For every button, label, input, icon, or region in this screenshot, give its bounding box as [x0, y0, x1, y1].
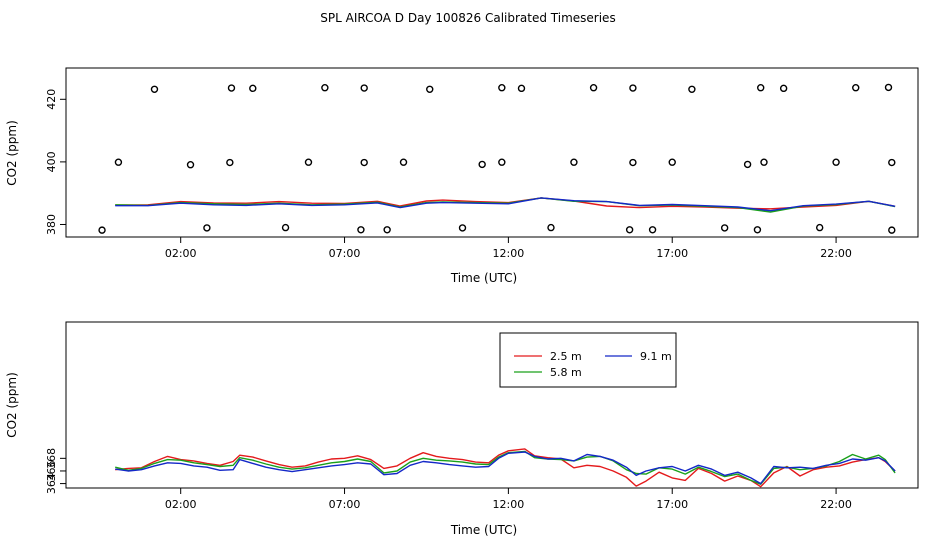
bottom-series-lines [115, 448, 896, 488]
calibration-point [186, 161, 195, 169]
calibration-point [688, 85, 696, 93]
top-x-tick-label: 17:00 [656, 247, 688, 260]
calibration-point [625, 226, 634, 234]
calibration-point [458, 224, 467, 232]
calibration-point [249, 84, 257, 93]
calibration-point [753, 226, 762, 234]
bottom-x-tick-label: 02:00 [165, 498, 197, 511]
bottom-x-tick-label: 22:00 [820, 498, 852, 511]
top-x-axis-label: Time (UTC) [450, 271, 517, 285]
calibration-point [150, 85, 159, 93]
calibration-point [888, 226, 896, 234]
calibration-point [114, 158, 123, 166]
bottom-x-tick-label: 12:00 [493, 498, 525, 511]
bottom-y-tick-label: 366 [45, 460, 58, 481]
bottom-series-line-s91 [115, 451, 896, 485]
calibration-point [589, 84, 598, 92]
calibration-point [629, 158, 637, 167]
bottom-series-line-s58 [115, 450, 896, 485]
calibration-point [743, 160, 752, 169]
legend: 2.5 m 9.1 m 5.8 m [499, 332, 677, 388]
calibration-point [360, 158, 368, 167]
calibration-point [478, 160, 486, 169]
calibration-point [98, 226, 106, 234]
calibration-point [720, 224, 729, 232]
calibration-point [648, 226, 657, 234]
top-y-axis-label: CO2 (ppm) [5, 120, 19, 186]
top-y-tick-label: 420 [45, 89, 58, 110]
legend-label-2-5m: 2.5 m [550, 350, 582, 363]
calibration-point [760, 158, 768, 166]
bottom-y-axis-label: CO2 (ppm) [5, 372, 19, 438]
calibration-point [399, 158, 408, 166]
calibration-point [281, 223, 290, 232]
bottom-x-axis-label: Time (UTC) [450, 523, 517, 537]
bottom-x-tick-label: 17:00 [656, 498, 688, 511]
top-plot-frame [65, 67, 919, 238]
legend-label-9-1m: 9.1 m [640, 350, 672, 363]
top-y-tick-label: 400 [45, 151, 58, 172]
calibration-point [517, 84, 526, 93]
calibration-point [779, 84, 788, 93]
bottom-x-tick-label: 07:00 [329, 498, 361, 511]
calibration-point [498, 158, 506, 166]
top-series-line-s25 [115, 197, 896, 210]
top-x-tick-label: 07:00 [329, 247, 361, 260]
legend-box [499, 332, 677, 388]
calibration-point [884, 83, 893, 92]
calibration-point [227, 84, 236, 92]
chart-title: SPL AIRCOA D Day 100826 Calibrated Times… [320, 11, 615, 25]
calibration-point [815, 223, 824, 232]
calibration-point [852, 84, 860, 92]
calibration-point [888, 158, 896, 167]
calibration-point [629, 84, 637, 92]
top-series-line-s91 [115, 197, 896, 212]
bottom-y-tick-label: 368 [45, 448, 58, 469]
calibration-point [357, 226, 365, 234]
top-x-tick-label: 12:00 [493, 247, 525, 260]
top-calibration-points [98, 83, 896, 234]
calibration-point [547, 223, 555, 232]
calibration-point [203, 224, 211, 232]
calibration-point [498, 84, 506, 92]
calibration-point [304, 158, 313, 166]
calibration-point [360, 84, 368, 92]
top-y-tick-label: 380 [45, 214, 58, 235]
bottom-series-line-s25 [115, 448, 896, 488]
calibration-point [383, 226, 391, 234]
calibration-point [832, 158, 840, 166]
top-panel: 02:00 07:00 12:00 17:00 22:00 380 400 420 Time … [5, 67, 919, 285]
calibration-point [321, 84, 329, 92]
top-x-tick-label: 02:00 [165, 247, 197, 260]
calibration-point [757, 84, 765, 92]
legend-label-5-8m: 5.8 m [550, 366, 582, 379]
calibration-point [426, 85, 434, 93]
top-series-lines [115, 197, 896, 213]
calibration-point [226, 158, 234, 167]
calibration-point [570, 158, 578, 166]
calibration-point [668, 158, 676, 166]
top-x-tick-label: 22:00 [820, 247, 852, 260]
bottom-plot-frame [65, 321, 919, 489]
bottom-y-tick-label: 364 [45, 473, 58, 494]
top-axes: 02:00 07:00 12:00 17:00 22:00 380 400 420 [45, 89, 852, 260]
